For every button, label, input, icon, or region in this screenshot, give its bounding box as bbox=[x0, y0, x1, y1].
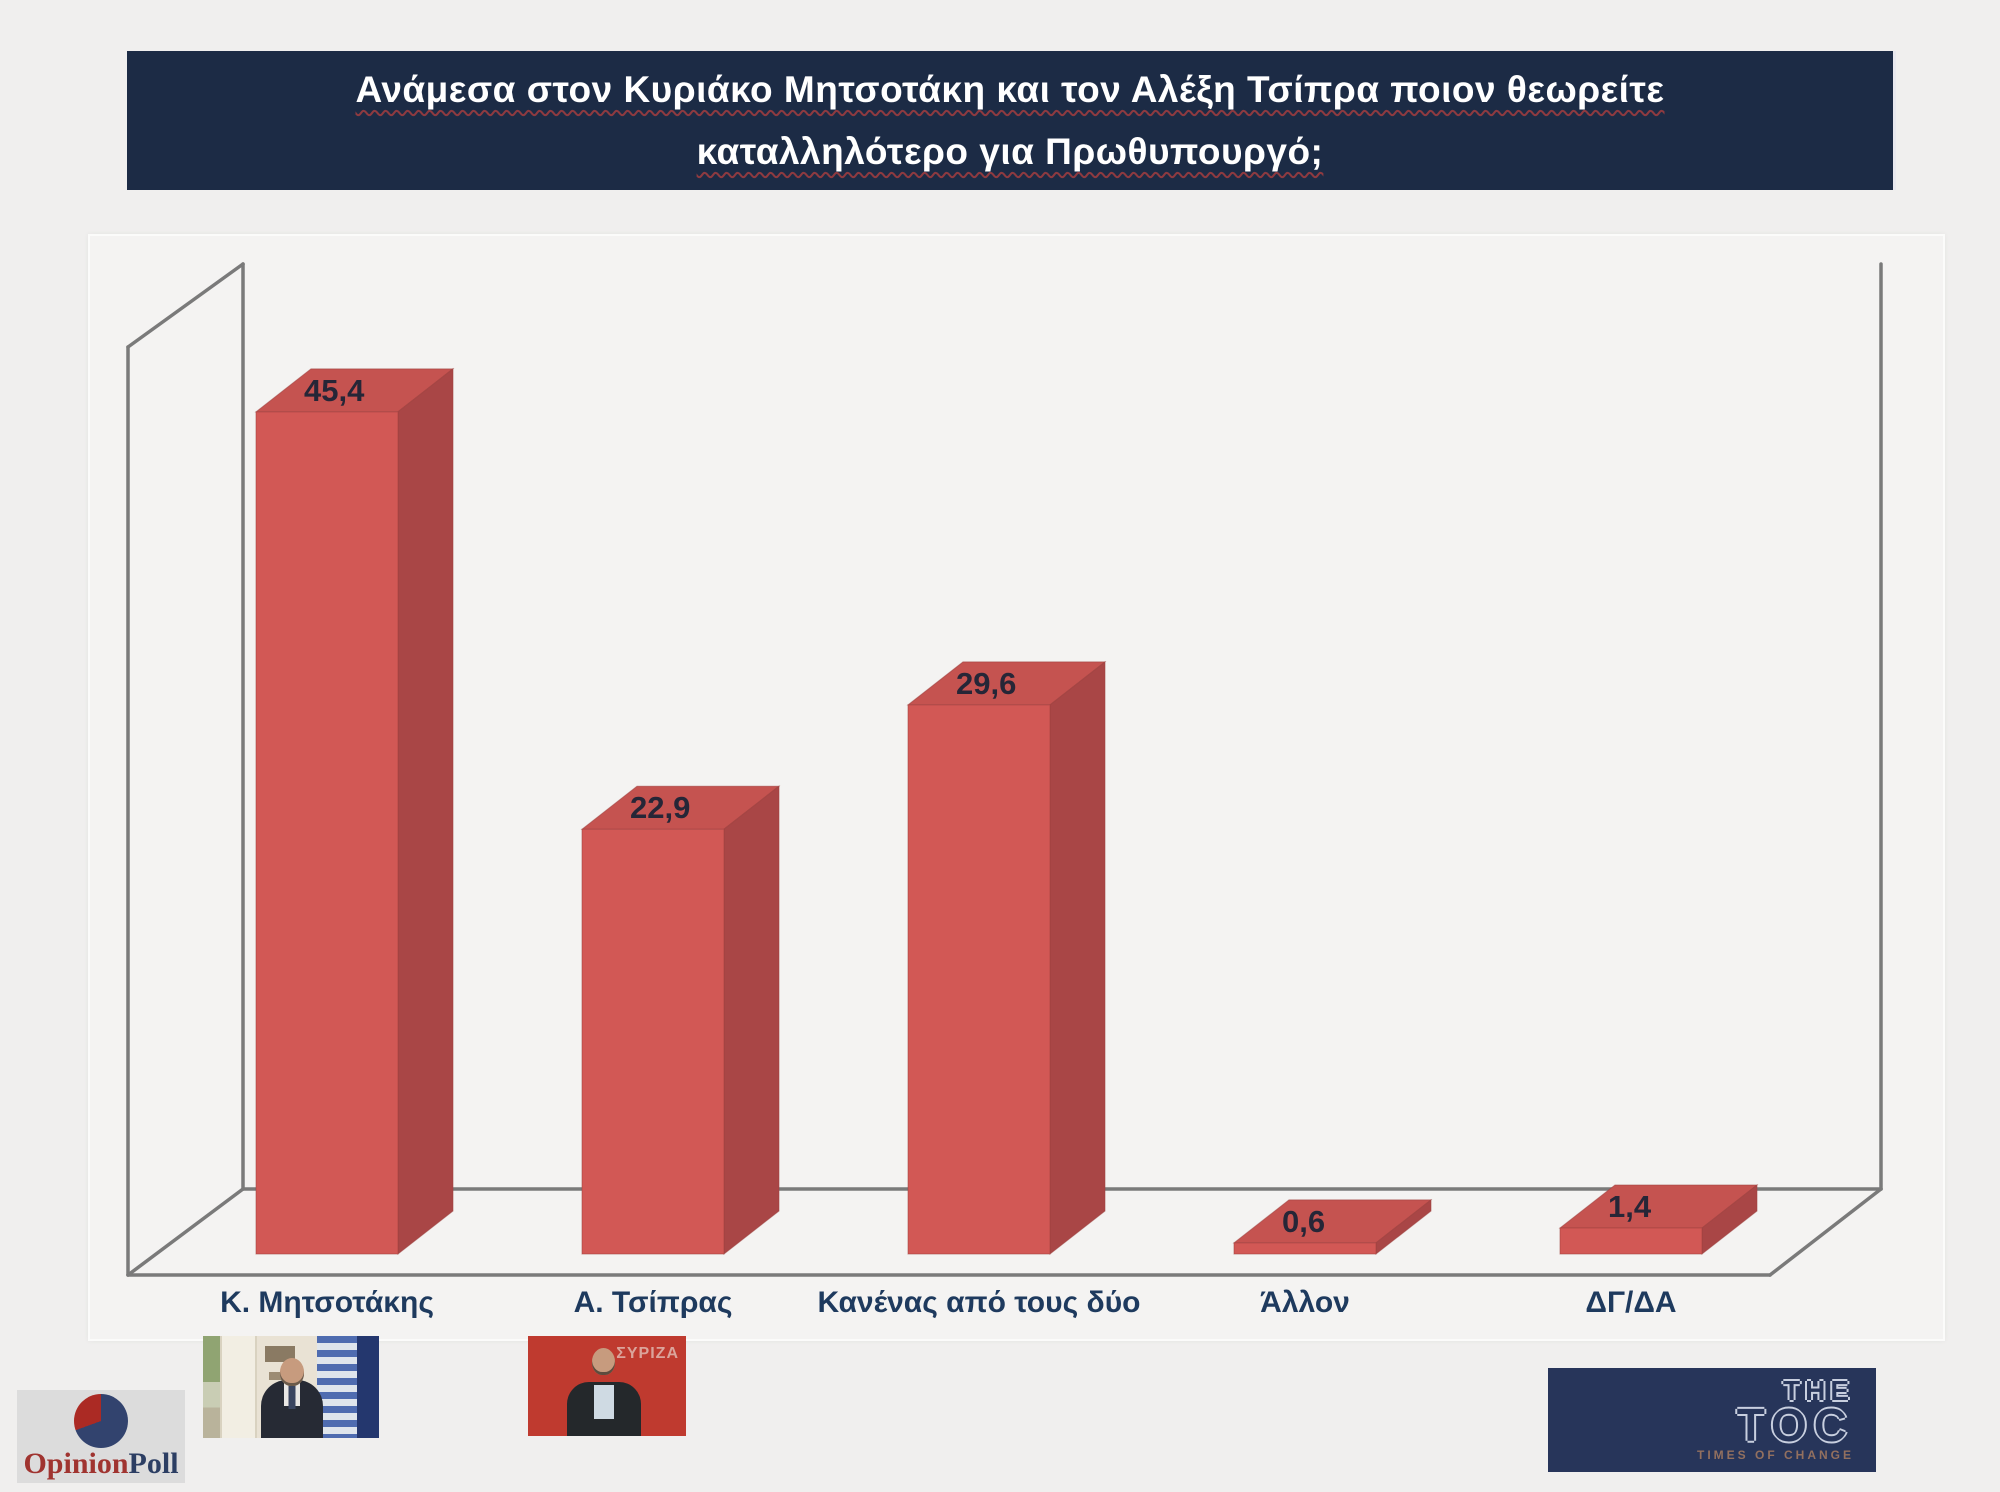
greek-flag-icon bbox=[317, 1336, 357, 1438]
thetoc-word-the: THE bbox=[1783, 1375, 1854, 1406]
person-head bbox=[592, 1348, 615, 1375]
person-head bbox=[280, 1358, 304, 1386]
tsipras-photo: ΣΥΡΙΖΑ bbox=[528, 1336, 686, 1436]
pie-chart-icon bbox=[74, 1394, 128, 1448]
category-axis-label: Άλλον bbox=[1260, 1286, 1350, 1319]
person-suit bbox=[261, 1380, 323, 1438]
eu-flag-icon bbox=[357, 1336, 379, 1438]
bar-value-label: 29,6 bbox=[956, 666, 1016, 701]
opinionpoll-wordmark: OpinionPoll bbox=[23, 1448, 178, 1480]
person-shirt bbox=[594, 1385, 614, 1419]
bar-value-label: 0,6 bbox=[1282, 1204, 1325, 1239]
category-axis-label: Α. Τσίπρας bbox=[574, 1286, 733, 1319]
bar-value-label: 45,4 bbox=[304, 373, 365, 408]
opinionpoll-word-poll: Poll bbox=[128, 1447, 179, 1480]
opinionpoll-logo: OpinionPoll bbox=[17, 1390, 185, 1483]
question-title-line1: Ανάμεσα στον Κυριάκο Μητσοτάκη και τον Α… bbox=[355, 68, 1665, 110]
person-jacket bbox=[567, 1382, 641, 1436]
question-title-banner: Ανάμεσα στον Κυριάκο Μητσοτάκη και τον Α… bbox=[127, 51, 1896, 190]
chart-plot-area: 45,4 Κ. Μητσοτάκης 22,9 Α. Τσίπρας 29,6 Κανέν… bbox=[88, 234, 1945, 1341]
window-greenery bbox=[203, 1336, 220, 1438]
thetoc-logo: THE TOC TIMES OF CHANGE bbox=[1548, 1368, 1876, 1472]
syriza-backdrop-text: ΣΥΡΙΖΑ bbox=[616, 1345, 679, 1362]
thetoc-tagline: TIMES OF CHANGE bbox=[1696, 1448, 1854, 1462]
category-axis-label: Κ. Μητσοτάκης bbox=[220, 1286, 434, 1319]
category-axis-label: Κανένας από τους δύο bbox=[817, 1286, 1140, 1319]
person-tie bbox=[288, 1383, 296, 1409]
bar-value-label: 22,9 bbox=[630, 790, 690, 825]
door bbox=[220, 1336, 257, 1438]
question-title-line2: καταλληλότερο για Πρωθυπουργό; bbox=[696, 130, 1324, 172]
category-axis-label: ΔΓ/ΔΑ bbox=[1585, 1286, 1676, 1319]
bar-value-label: 1,4 bbox=[1608, 1189, 1652, 1224]
thetoc-word-toc: TOC bbox=[1736, 1399, 1854, 1451]
opinionpoll-word-opinion: Opinion bbox=[23, 1447, 129, 1480]
bar-chart-svg: 45,4 Κ. Μητσοτάκης 22,9 Α. Τσίπρας 29,6 Κανέν… bbox=[126, 262, 1883, 1319]
mitsotakis-photo bbox=[203, 1336, 379, 1438]
